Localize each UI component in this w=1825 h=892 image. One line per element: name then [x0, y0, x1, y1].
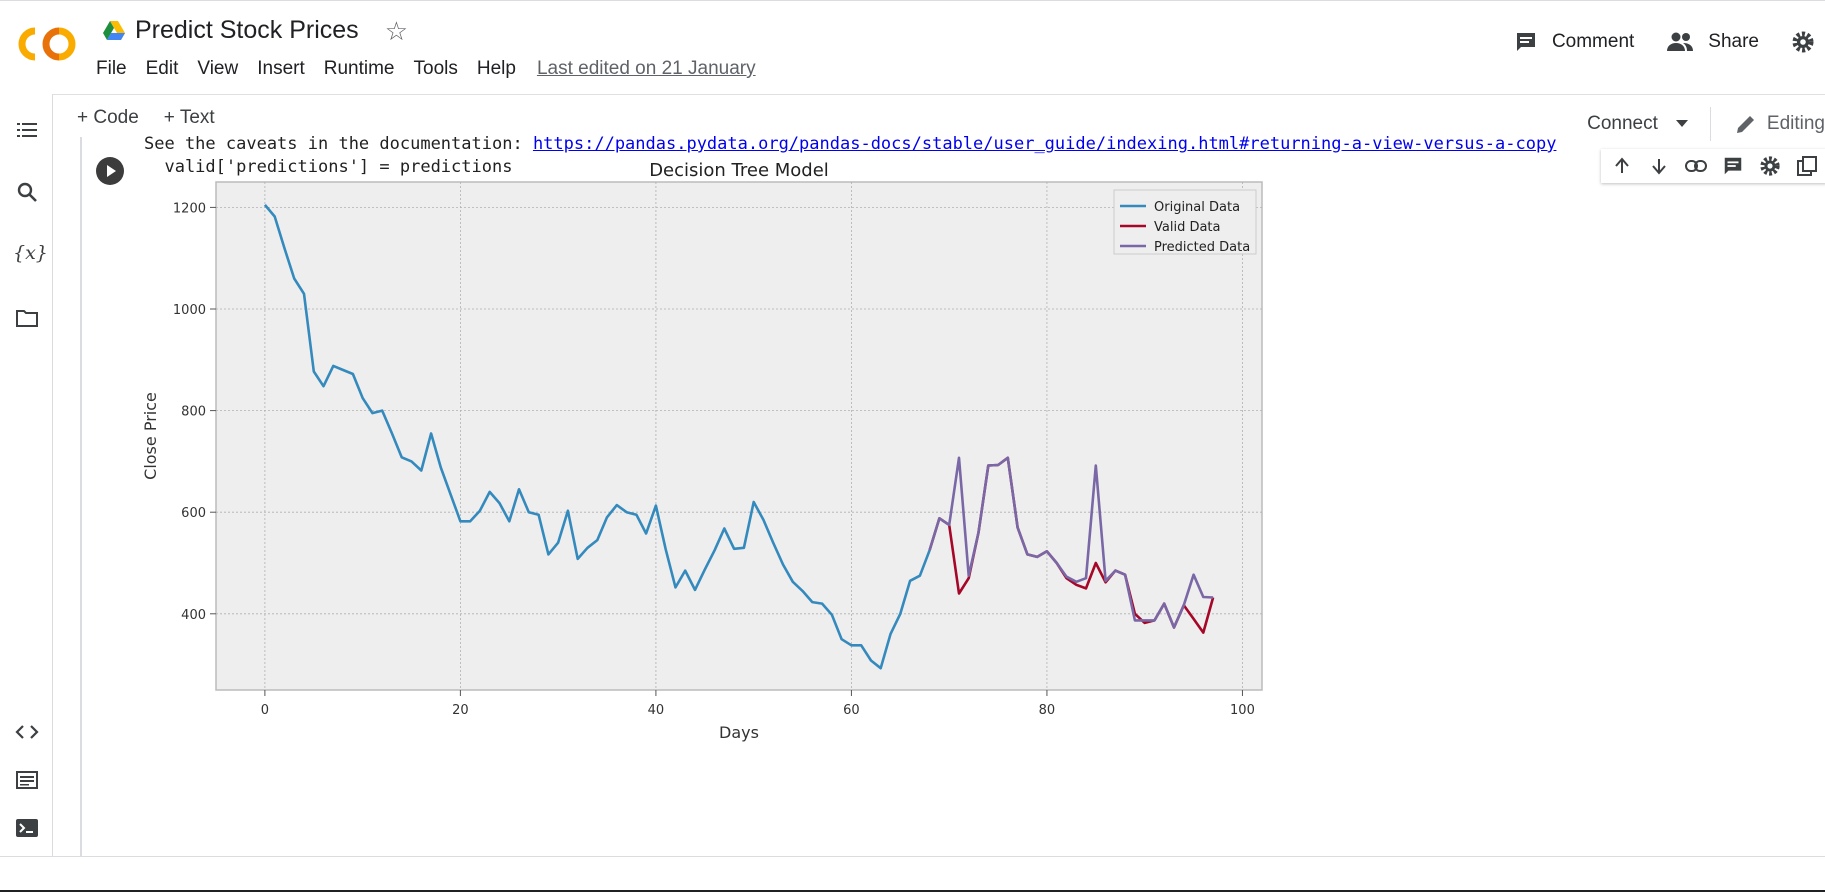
connect-label: Connect	[1587, 113, 1658, 134]
chart-title: Decision Tree Model	[649, 160, 829, 181]
table-of-contents-icon[interactable]	[15, 118, 39, 142]
top-border	[0, 0, 1825, 5]
comment-cell-icon[interactable]	[1714, 149, 1751, 183]
x-tick-label: 80	[1039, 703, 1056, 718]
colab-logo[interactable]	[18, 26, 76, 62]
header-actions: Comment Share	[1514, 30, 1825, 54]
x-tick-label: 20	[452, 703, 469, 718]
share-label: Share	[1708, 31, 1759, 52]
link-icon[interactable]	[1677, 149, 1714, 183]
mirror-cell-icon[interactable]	[1788, 149, 1825, 183]
decision-tree-chart: 0 20 40 60 80 100 400 600 800 1000 1200 Decision Tr…	[141, 160, 1263, 742]
y-tick-label: 1200	[173, 201, 206, 216]
x-tick-label: 60	[843, 703, 860, 718]
menu-runtime[interactable]: Runtime	[323, 58, 395, 79]
editing-label: Editing	[1766, 113, 1825, 134]
warning-text: See the caveats in the documentation:	[144, 134, 533, 154]
menu-edit[interactable]: Edit	[145, 58, 179, 79]
legend-label: Original Data	[1154, 200, 1240, 215]
toolbar-divider	[1709, 107, 1711, 141]
legend-label: Valid Data	[1154, 220, 1221, 235]
x-tick-label: 100	[1230, 703, 1255, 718]
move-down-icon[interactable]	[1640, 149, 1677, 183]
y-tick-label: 800	[181, 405, 206, 420]
add-code-button[interactable]: + Code	[77, 107, 139, 128]
variables-icon[interactable]: {x}	[13, 242, 48, 264]
comment-icon	[1516, 33, 1535, 51]
menu-view[interactable]: View	[197, 58, 239, 79]
code-snippets-icon[interactable]	[15, 720, 39, 744]
search-icon[interactable]	[15, 180, 39, 204]
cell-output-text: See the caveats in the documentation: ht…	[144, 133, 1556, 179]
command-palette-icon[interactable]	[15, 768, 39, 792]
notebook-title[interactable]: Predict Stock Prices	[135, 16, 359, 44]
editing-mode-button[interactable]: Editing	[1735, 113, 1825, 135]
google-drive-icon[interactable]	[103, 20, 125, 41]
pandas-docs-link[interactable]: https://pandas.pydata.org/pandas-docs/st…	[532, 134, 1557, 154]
x-tick-label: 40	[648, 703, 665, 718]
y-tick-label: 1000	[173, 303, 206, 318]
y-axis-label: Close Price	[141, 392, 160, 480]
x-tick-label: 0	[261, 703, 269, 718]
play-icon	[107, 165, 116, 177]
code-cell[interactable]: See the caveats in the documentation: ht…	[80, 134, 1825, 856]
menu-insert[interactable]: Insert	[257, 58, 305, 79]
series-line-original-data	[263, 204, 931, 670]
comment-button[interactable]: Comment	[1514, 30, 1634, 54]
star-icon[interactable]: ☆	[384, 15, 408, 46]
menu-help[interactable]: Help	[476, 58, 516, 79]
settings-button[interactable]	[1791, 30, 1815, 54]
terminal-icon[interactable]	[15, 816, 39, 840]
caret-down-icon[interactable]	[1675, 120, 1688, 128]
connect-button[interactable]: Connect	[1587, 113, 1688, 135]
run-cell-button[interactable]	[96, 157, 124, 185]
pencil-icon	[1736, 116, 1754, 133]
y-tick-label: 400	[181, 608, 206, 623]
gear-icon	[1792, 31, 1814, 53]
folder-icon[interactable]	[15, 306, 39, 330]
y-tick-label: 600	[181, 506, 206, 521]
menu-tools[interactable]: Tools	[413, 58, 458, 79]
cell-toolbar	[1601, 149, 1825, 183]
move-up-icon[interactable]	[1603, 149, 1640, 183]
legend-label: Predicted Data	[1154, 240, 1250, 255]
plot-area	[215, 181, 1263, 691]
code-line: valid['predictions'] = predictions	[144, 157, 513, 177]
x-axis-label: Days	[719, 723, 759, 742]
legend-box	[1113, 189, 1257, 255]
menu-file[interactable]: File	[96, 58, 127, 79]
notebook-toolbar: + Code + Text Connect Editing	[52, 94, 1825, 141]
menu-bar: File Edit View Insert Runtime Tools Help…	[96, 58, 775, 80]
series-line-predicted-data	[928, 456, 1214, 629]
title-row: Predict Stock Prices ☆	[103, 16, 408, 45]
add-text-button[interactable]: + Text	[163, 107, 215, 128]
share-button[interactable]: Share	[1666, 31, 1759, 53]
comment-label: Comment	[1551, 31, 1635, 52]
last-edited-link[interactable]: Last edited on 21 January	[536, 58, 756, 79]
cell-settings-icon[interactable]	[1751, 149, 1788, 183]
people-icon	[1667, 32, 1694, 51]
left-sidebar: {x}	[0, 94, 53, 856]
bottom-border	[0, 856, 1825, 892]
